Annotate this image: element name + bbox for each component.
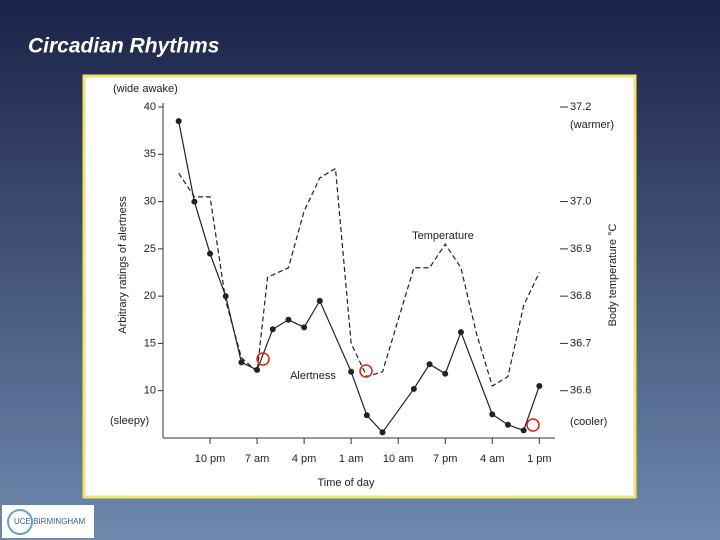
data-point (536, 382, 543, 389)
x-tick-label: 1 pm (527, 453, 551, 465)
y-tick-label: 10 (144, 385, 156, 397)
highlight-circle (256, 352, 270, 366)
y2-tick-label: 36.9 (570, 243, 591, 255)
data-point (316, 297, 323, 304)
slide-title: Circadian Rhythms (28, 35, 219, 58)
data-point (410, 385, 417, 392)
data-point (426, 361, 433, 368)
data-point (285, 316, 292, 323)
x-tick-label: 7 pm (433, 453, 457, 465)
y-tick-label: 15 (144, 337, 156, 349)
logo-text: UCE BIRMINGHAM (14, 517, 85, 526)
x-tick-label: 10 pm (195, 453, 226, 465)
x-tick-label: 10 am (383, 453, 414, 465)
y-tick-label: 40 (144, 101, 156, 113)
plot: 10 15 20 25 30 35 40 36.6 36.7 36.8 36.9 37.0 37.2 10… (110, 83, 619, 489)
data-point (457, 329, 464, 336)
data-point (520, 427, 527, 434)
data-point (301, 324, 308, 331)
data-point (207, 250, 214, 257)
data-point (238, 359, 245, 366)
highlight-circle (359, 364, 373, 378)
y-axis-label: Arbitrary ratings of alertness (117, 196, 129, 334)
data-point (254, 366, 261, 373)
x-tick-label: 4 am (480, 453, 504, 465)
y2-tick-label: 36.7 (570, 337, 591, 349)
y2-tick-label: 37.2 (570, 101, 591, 113)
data-point (489, 411, 496, 418)
annotation: (sleepy) (110, 415, 149, 427)
data-point (348, 368, 355, 375)
y2-tick-label: 36.8 (570, 290, 591, 302)
data-point (191, 198, 198, 205)
y2-tick-label: 37.0 (570, 195, 591, 207)
y-tick-label: 30 (144, 195, 156, 207)
y2-axis-label: Body temperature °C (607, 224, 619, 327)
series-label: Alertness (290, 370, 336, 382)
data-point (379, 429, 386, 436)
series-line (178, 167, 540, 387)
x-tick-label: 4 pm (292, 453, 316, 465)
annotation: (cooler) (570, 416, 607, 428)
data-point (442, 370, 449, 377)
data-point (222, 293, 229, 300)
annotation: (warmer) (570, 119, 614, 131)
annotation: (wide awake) (113, 83, 178, 95)
y-tick-label: 20 (144, 290, 156, 302)
x-axis-label: Time of day (317, 477, 375, 489)
logo-icon (7, 509, 33, 535)
data-point (504, 421, 511, 428)
data-point (269, 326, 276, 333)
series-label: Temperature (412, 230, 474, 242)
chart-frame (82, 74, 637, 499)
highlight-circle (526, 418, 540, 432)
x-tick-label: 1 am (339, 453, 363, 465)
x-tick-label: 7 am (245, 453, 269, 465)
y-tick-label: 35 (144, 148, 156, 160)
data-point (363, 412, 370, 419)
data-point (175, 118, 182, 125)
y-tick-label: 25 (144, 243, 156, 255)
y2-tick-label: 36.6 (570, 385, 591, 397)
